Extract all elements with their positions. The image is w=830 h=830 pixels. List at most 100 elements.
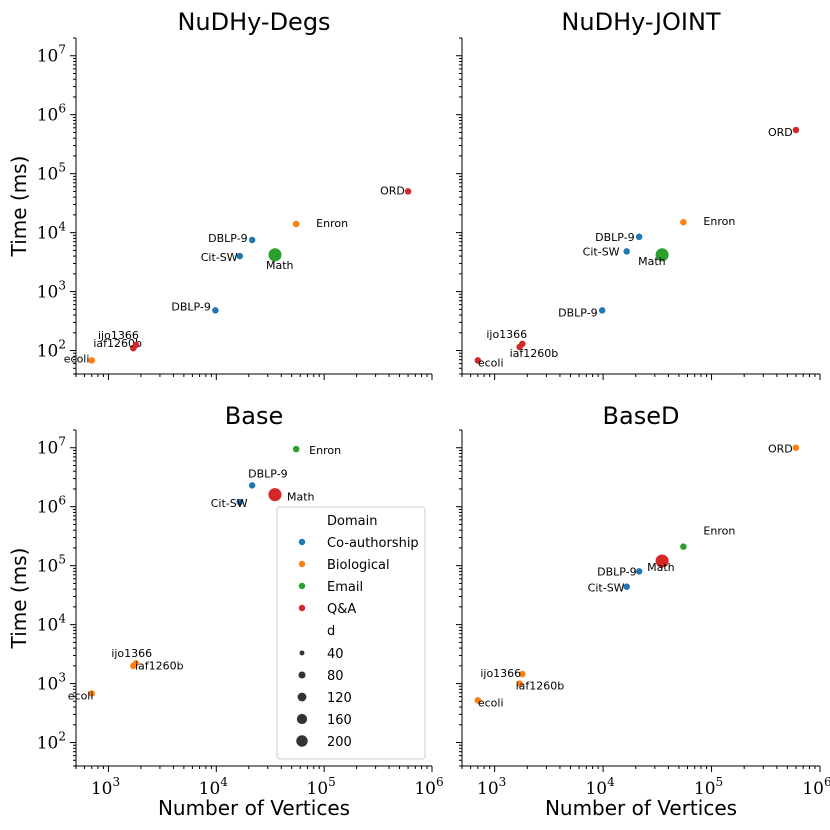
point-label: ORD: [768, 126, 793, 139]
panel-title: NuDHy-Degs: [177, 8, 330, 36]
data-point: [655, 554, 669, 568]
data-point: [635, 233, 643, 241]
point-label: iaf1260b: [93, 337, 142, 350]
x-tick-label: 103: [477, 775, 506, 799]
point-label: DBLP-9: [595, 231, 635, 244]
x-tick-label: 105: [307, 775, 336, 799]
x-tick-label: 106: [414, 775, 443, 799]
data-point: [88, 357, 96, 364]
point-label: ORD: [380, 184, 405, 197]
point-label: Math: [287, 491, 315, 504]
y-tick-label: 102: [37, 730, 66, 754]
point-label: DBLP-9: [208, 232, 248, 245]
point-label: Enron: [309, 444, 341, 457]
panel-title: NuDHy-JOINT: [561, 8, 720, 36]
data-point: [598, 307, 606, 314]
y-tick-label: 106: [37, 494, 66, 518]
data-point: [519, 670, 526, 678]
data-point: [268, 248, 282, 262]
data-point: [88, 690, 96, 697]
data-point: [248, 482, 256, 489]
legend-marker: [298, 604, 306, 612]
data-point: [519, 340, 526, 348]
y-tick-label: 107: [37, 43, 66, 67]
point-label: ijo1366: [486, 328, 527, 341]
y-axis-label: Time (ms): [7, 156, 31, 258]
data-point: [474, 697, 482, 704]
legend-label: Co-authorship: [327, 536, 419, 551]
point-label: ecoli: [478, 356, 504, 369]
data-point: [680, 543, 687, 550]
data-point: [404, 188, 412, 195]
legend-marker: [298, 538, 306, 546]
y-tick-label: 103: [37, 279, 66, 303]
legend-marker: [298, 560, 306, 568]
legend-size-label: 200: [327, 735, 352, 750]
panel-title: Base: [225, 402, 283, 430]
legend-marker: [298, 582, 306, 590]
x-tick-label: 103: [91, 775, 120, 799]
data-point: [292, 220, 300, 228]
legend-size-title: d: [327, 624, 335, 639]
data-point: [132, 660, 140, 667]
x-axis-label: Number of Vertices: [158, 796, 350, 820]
data-point: [792, 444, 800, 452]
point-label: DBLP-9: [597, 565, 637, 578]
point-label: ORD: [768, 443, 793, 456]
point-label: ecoli: [64, 352, 90, 365]
legend-label: Biological: [327, 558, 390, 573]
legend-size-label: 120: [327, 691, 352, 706]
data-point: [236, 252, 244, 260]
y-tick-label: 105: [37, 553, 66, 577]
y-tick-label: 102: [37, 338, 66, 362]
point-label: ijo1366: [111, 647, 152, 660]
point-label: Enron: [703, 525, 735, 538]
panel-nudhy-joint: NuDHy-JOINTecoliiaf1260bijo1366DBLP-9Cit…: [456, 8, 821, 380]
point-label: Cit-SW: [211, 497, 248, 510]
data-point: [623, 583, 630, 590]
legend-label: Email: [327, 580, 363, 595]
legend-size-marker: [299, 650, 305, 656]
point-label: ijo1366: [98, 329, 139, 342]
panel-nudhy-degs: NuDHy-Degs 102 103 104 105 106 107 Time (ms) eco…: [7, 8, 433, 380]
point-label: Math: [647, 561, 675, 574]
data-point: [212, 307, 219, 314]
point-label: DBLP-9: [171, 300, 211, 313]
legend-size-marker: [297, 692, 307, 702]
x-tick-label: 106: [802, 775, 830, 799]
y-tick-label: 104: [37, 220, 67, 244]
y-tick-label: 103: [37, 671, 66, 695]
point-label: ecoli: [68, 689, 94, 702]
point-label: Cit-SW: [588, 582, 625, 595]
data-point: [292, 445, 300, 453]
legend: Domain Co-authorship Biological Email Q&A d 40…: [276, 506, 426, 760]
data-point: [655, 248, 669, 262]
legend-size-marker: [298, 671, 306, 679]
point-label: Enron: [316, 217, 348, 230]
data-point: [680, 218, 687, 226]
data-point: [474, 357, 482, 364]
data-point: [132, 341, 140, 349]
point-label: Enron: [703, 215, 735, 228]
point-label: ijo1366: [480, 667, 521, 680]
y-axis-label: Time (ms): [7, 548, 31, 650]
data-point: [516, 680, 523, 687]
point-label: DBLP-9: [558, 306, 598, 319]
legend-box: [276, 506, 426, 760]
point-label: Math: [638, 255, 666, 268]
y-tick-label: 106: [37, 102, 66, 126]
legend-size-label: 80: [327, 669, 344, 684]
point-label: ecoli: [478, 696, 504, 709]
data-point: [635, 568, 643, 575]
legend-domain-title: Domain: [327, 514, 377, 529]
legend-size-label: 40: [327, 647, 344, 662]
y-tick-label: 107: [37, 435, 66, 459]
data-point: [248, 236, 256, 244]
point-label: iaf1260b: [135, 659, 184, 672]
point-label: iaf1260b: [516, 680, 565, 693]
legend-size-marker: [296, 735, 308, 747]
x-axis-label: Number of Vertices: [545, 796, 737, 820]
